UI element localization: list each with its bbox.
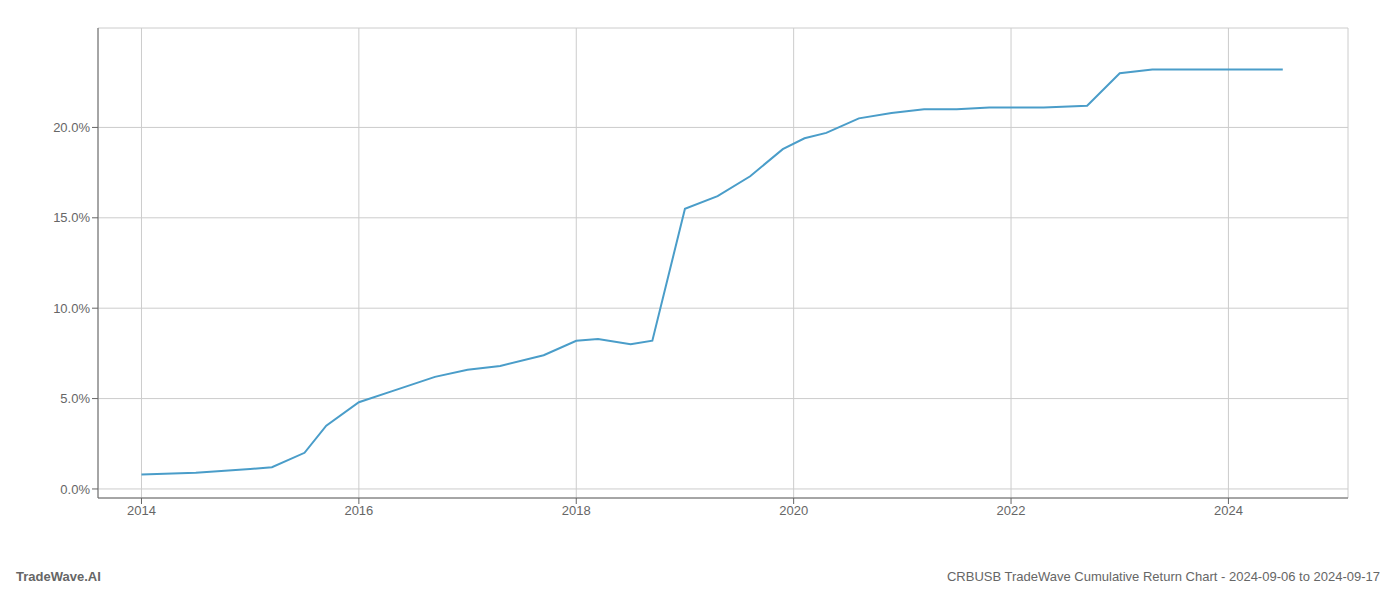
svg-text:2022: 2022 <box>997 503 1026 518</box>
svg-text:5.0%: 5.0% <box>60 391 90 406</box>
html-text:CRBUSB TradeWave Cumulative Re: CRBUSB TradeWave Cumulative Return Chart… <box>946 569 1380 584</box>
svg-text:20.0%: 20.0% <box>53 120 90 135</box>
svg-text:2024: 2024 <box>1214 503 1243 518</box>
svg-text:2018: 2018 <box>562 503 591 518</box>
svg-text:2016: 2016 <box>344 503 373 518</box>
svg-text:2014: 2014 <box>127 503 156 518</box>
html-text:TradeWave.AI: TradeWave.AI <box>16 569 101 584</box>
svg-text:2020: 2020 <box>779 503 808 518</box>
svg-text:15.0%: 15.0% <box>53 210 90 225</box>
svg-text:10.0%: 10.0% <box>53 301 90 316</box>
svg-text:0.0%: 0.0% <box>60 482 90 497</box>
